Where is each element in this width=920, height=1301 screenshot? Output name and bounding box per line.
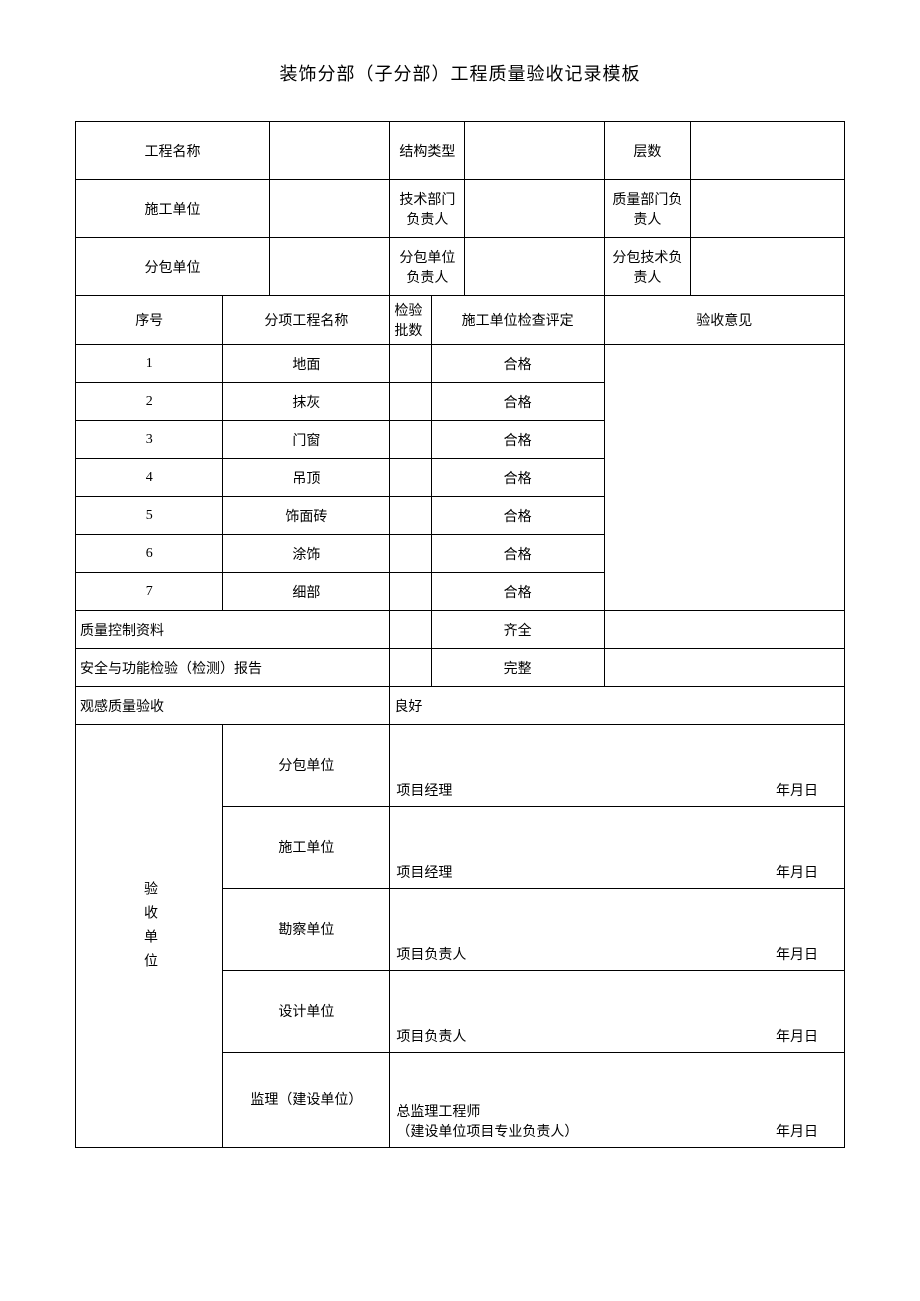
row-qc-materials: 质量控制资料 齐全 [76,611,845,649]
cell-check: 合格 [431,459,604,497]
accept-unit: 施工单位 [223,807,390,889]
header-row-3: 分包单位 分包单位负责人 分包技术负责人 [76,238,845,296]
cell-check: 合格 [431,421,604,459]
val-contractor [269,180,389,238]
lbl-visual-quality: 观感质量验收 [76,687,390,725]
cell-name: 涂饰 [223,535,390,573]
table-row: 1 地面 合格 [76,345,845,383]
lbl-safety-report: 安全与功能检验（检测）报告 [76,649,390,687]
cell-check: 合格 [431,535,604,573]
row-safety-report: 安全与功能检验（检测）报告 完整 [76,649,845,687]
lbl-structure-type: 结构类型 [390,122,465,180]
visual-value: 良好 [390,687,845,725]
row-visual-quality: 观感质量验收 良好 [76,687,845,725]
accept-unit: 监理（建设单位） [223,1053,390,1148]
val-subcontractor [269,238,389,296]
qc-opinion [604,611,845,649]
form-table: 工程名称 结构类型 层数 施工单位 技术部门负责人 质量部门负责人 分包单位 分… [75,121,845,1148]
val-sub-tech-lead [691,238,845,296]
cell-batch [390,383,431,421]
lbl-quality-lead: 质量部门负责人 [604,180,691,238]
accept-unit: 设计单位 [223,971,390,1053]
val-structure-type [465,122,604,180]
cell-batch [390,345,431,383]
th-opinion: 验收意见 [604,296,845,345]
cell-batch [390,497,431,535]
safety-batch [390,649,431,687]
lbl-qc-materials: 质量控制资料 [76,611,390,649]
safety-opinion [604,649,845,687]
lbl-floors: 层数 [604,122,691,180]
val-quality-lead [691,180,845,238]
page-title: 装饰分部（子分部）工程质量验收记录模板 [75,60,845,86]
cell-check: 合格 [431,345,604,383]
accept-unit: 分包单位 [223,725,390,807]
cell-batch [390,535,431,573]
cell-check: 合格 [431,573,604,611]
cell-seq: 4 [76,459,223,497]
th-name: 分项工程名称 [223,296,390,345]
th-check: 施工单位检查评定 [431,296,604,345]
cell-check: 合格 [431,497,604,535]
th-seq: 序号 [76,296,223,345]
table-header-row: 序号 分项工程名称 检验批数 施工单位检查评定 验收意见 [76,296,845,345]
cell-name: 吊顶 [223,459,390,497]
accept-role: 项目经理 [396,780,452,800]
safety-value: 完整 [431,649,604,687]
th-batch: 检验批数 [390,296,431,345]
val-floors [691,122,845,180]
accept-row: 验收单位 分包单位 项目经理 年月日 [76,725,845,807]
cell-check: 合格 [431,383,604,421]
accept-role: 项目经理 [396,862,452,882]
cell-seq: 3 [76,421,223,459]
accept-sign-area: 项目负责人 年月日 [390,889,845,971]
accept-date: 年月日 [776,1121,838,1141]
accept-role: 项目负责人 [396,1026,466,1046]
accept-date: 年月日 [776,1026,838,1046]
cell-name: 门窗 [223,421,390,459]
lbl-project-name: 工程名称 [76,122,270,180]
cell-seq: 6 [76,535,223,573]
cell-name: 地面 [223,345,390,383]
cell-name: 饰面砖 [223,497,390,535]
lbl-accept-group: 验收单位 [76,725,223,1148]
cell-name: 细部 [223,573,390,611]
lbl-sub-tech-lead: 分包技术负责人 [604,238,691,296]
header-row-1: 工程名称 结构类型 层数 [76,122,845,180]
accept-role2: （建设单位项目专业负责人） [396,1121,578,1141]
accept-group-text: 验收单位 [132,881,166,977]
accept-role: 项目负责人 [396,944,466,964]
val-tech-lead [465,180,604,238]
lbl-contractor: 施工单位 [76,180,270,238]
cell-name: 抹灰 [223,383,390,421]
header-row-2: 施工单位 技术部门负责人 质量部门负责人 [76,180,845,238]
cell-seq: 2 [76,383,223,421]
accept-sign-area: 项目经理 年月日 [390,725,845,807]
accept-sign-area: 项目负责人 年月日 [390,971,845,1053]
lbl-subcontractor: 分包单位 [76,238,270,296]
qc-batch [390,611,431,649]
qc-value: 齐全 [431,611,604,649]
accept-date: 年月日 [776,862,838,882]
lbl-sub-lead: 分包单位负责人 [390,238,465,296]
cell-opinion-merged [604,345,845,611]
cell-seq: 5 [76,497,223,535]
cell-batch [390,421,431,459]
cell-batch [390,459,431,497]
accept-sign-area: 总监理工程师 （建设单位项目专业负责人） 年月日 [390,1053,845,1148]
accept-date: 年月日 [776,944,838,964]
accept-role: 总监理工程师 [396,1105,480,1120]
cell-seq: 7 [76,573,223,611]
cell-batch [390,573,431,611]
val-project-name [269,122,389,180]
accept-sign-area: 项目经理 年月日 [390,807,845,889]
accept-date: 年月日 [776,780,838,800]
val-sub-lead [465,238,604,296]
lbl-tech-lead: 技术部门负责人 [390,180,465,238]
accept-unit: 勘察单位 [223,889,390,971]
cell-seq: 1 [76,345,223,383]
